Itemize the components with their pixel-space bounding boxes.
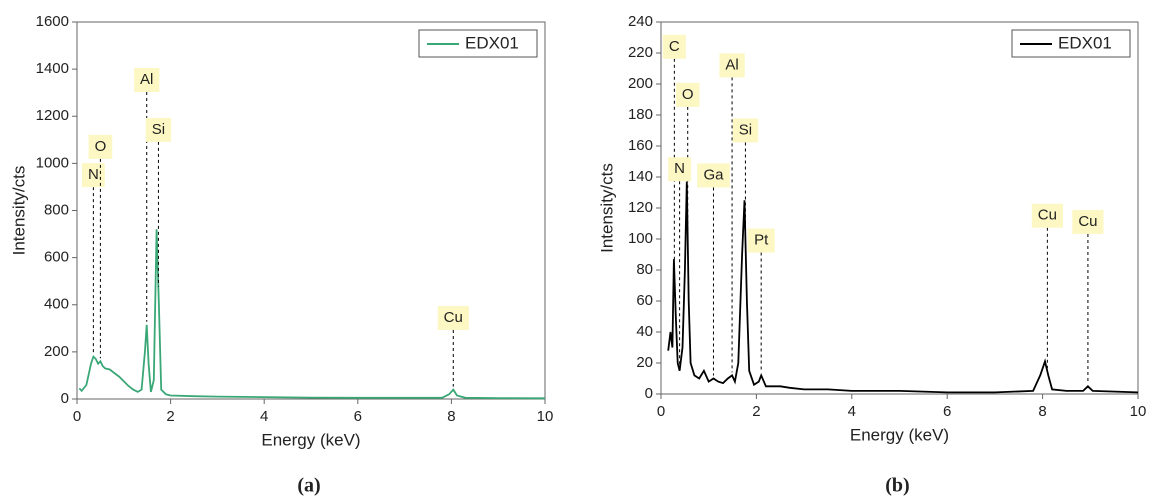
legend-label: EDX01 xyxy=(465,33,519,52)
y-tick-label: 0 xyxy=(645,385,653,402)
y-tick-label: 400 xyxy=(44,296,69,313)
y-tick-label: 20 xyxy=(636,354,653,371)
annotation-label: O xyxy=(682,86,694,103)
y-tick-label: 80 xyxy=(636,261,653,278)
y-tick-label: 40 xyxy=(636,323,653,340)
x-tick-label: 0 xyxy=(73,408,81,425)
y-tick-label: 1400 xyxy=(36,60,69,77)
annotation-label: Cu xyxy=(1038,207,1057,224)
annotation-box xyxy=(1031,203,1063,228)
annotation-label: O xyxy=(95,138,107,155)
annotation-box xyxy=(88,134,113,159)
y-tick-label: 1200 xyxy=(36,107,69,124)
x-tick-label: 4 xyxy=(848,403,856,420)
x-tick-label: 2 xyxy=(166,408,174,425)
annotation-box xyxy=(134,67,160,92)
x-tick-label: 6 xyxy=(354,408,362,425)
annotation-label: Ga xyxy=(703,166,724,183)
y-axis-title: Intensity/cts xyxy=(597,163,616,253)
annotation-box xyxy=(719,53,745,78)
annotation-box xyxy=(662,34,686,59)
x-tick-label: 10 xyxy=(1130,403,1147,420)
y-tick-label: 140 xyxy=(628,168,653,185)
y-tick-label: 60 xyxy=(636,292,653,309)
x-axis-title: Energy (keV) xyxy=(850,425,949,444)
annotation-label: Cu xyxy=(444,309,463,326)
y-tick-label: 600 xyxy=(44,249,69,266)
y-tick-label: 180 xyxy=(628,106,653,123)
y-tick-label: 1000 xyxy=(36,154,69,171)
x-axis-title: Energy (keV) xyxy=(261,430,360,449)
annotation-box xyxy=(668,157,692,182)
legend-label: EDX01 xyxy=(1058,33,1112,52)
y-tick-label: 240 xyxy=(628,13,653,30)
y-tick-label: 200 xyxy=(44,343,69,360)
annotation-label: N xyxy=(88,166,99,183)
y-tick-label: 100 xyxy=(628,230,653,247)
x-tick-label: 0 xyxy=(657,403,665,420)
y-tick-label: 120 xyxy=(628,199,653,216)
annotation-label: Al xyxy=(725,56,738,73)
spectrum-line xyxy=(667,181,1139,394)
x-tick-label: 8 xyxy=(447,408,455,425)
y-tick-label: 220 xyxy=(628,44,653,61)
x-tick-label: 4 xyxy=(260,408,268,425)
annotation-box xyxy=(1072,209,1104,234)
x-tick-label: 2 xyxy=(752,403,760,420)
annotation-box xyxy=(675,82,700,107)
y-tick-label: 1600 xyxy=(36,13,69,30)
y-tick-label: 0 xyxy=(61,390,69,407)
caption: (a) xyxy=(297,475,320,497)
annotation-box xyxy=(81,163,105,188)
annotation-label: Al xyxy=(140,71,153,88)
x-tick-label: 10 xyxy=(537,408,554,425)
caption: (b) xyxy=(885,475,909,497)
annotation-label: Pt xyxy=(754,232,769,249)
annotation-box xyxy=(145,117,172,142)
annotation-box xyxy=(697,163,730,188)
annotation-box xyxy=(732,118,759,143)
annotation-label: N xyxy=(674,160,685,177)
annotation-label: Si xyxy=(739,121,752,138)
y-tick-label: 160 xyxy=(628,137,653,154)
annotation-box xyxy=(747,228,775,253)
annotation-label: Si xyxy=(152,121,165,138)
annotation-label: C xyxy=(669,38,680,55)
x-tick-label: 6 xyxy=(943,403,951,420)
y-axis-title: Intensity/cts xyxy=(9,166,28,256)
y-tick-label: 800 xyxy=(44,201,69,218)
y-tick-label: 200 xyxy=(628,75,653,92)
annotation-label: Cu xyxy=(1078,213,1097,230)
spectrum-line xyxy=(78,229,546,400)
x-tick-label: 8 xyxy=(1038,403,1046,420)
annotation-box xyxy=(437,305,469,330)
